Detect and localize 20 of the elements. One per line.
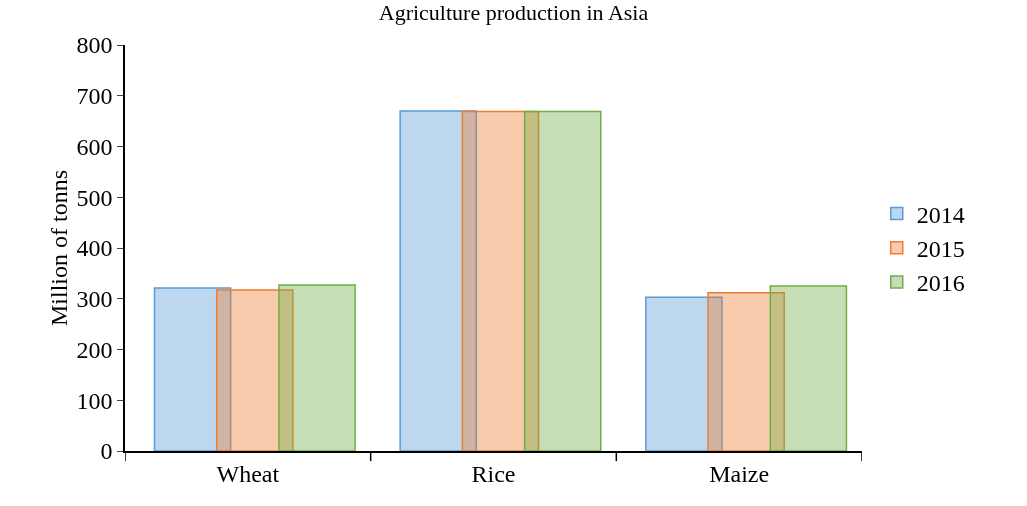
legend-label: 2015 [916, 236, 965, 263]
y-tick-label: 600 [76, 133, 113, 160]
y-axis-title: Million of tonns [45, 169, 72, 327]
bar [769, 285, 848, 451]
bar [523, 110, 602, 451]
y-tick-label: 0 [100, 438, 113, 465]
y-tick-label: 700 [76, 83, 113, 110]
legend-label: 2016 [916, 270, 965, 297]
y-tick-label: 100 [76, 387, 113, 414]
y-tick-label: 800 [76, 32, 113, 59]
chart-title: Agriculture production in Asia [378, 0, 649, 26]
x-tick-label: Wheat [216, 460, 280, 487]
y-tick-label: 300 [76, 286, 113, 313]
y-tick-label: 500 [76, 184, 113, 211]
legend-label: 2014 [916, 201, 965, 228]
y-tick-label: 400 [76, 235, 113, 262]
x-tick-label: Maize [709, 460, 770, 487]
y-tick-label: 200 [76, 336, 113, 363]
bar [278, 284, 356, 451]
x-tick-label: Rice [471, 460, 516, 487]
